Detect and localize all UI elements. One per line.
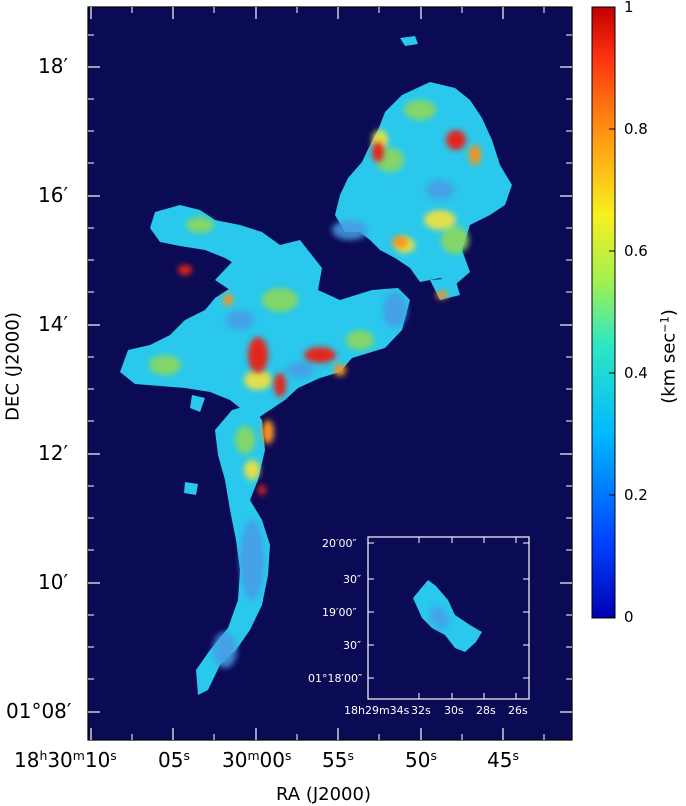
y-tick-label: 16′ (38, 183, 68, 207)
inset-x-tick-label: 26s (508, 704, 528, 717)
y-axis-title: DEC (J2000) (2, 312, 24, 421)
inset-y-tick-label: 20′00″ (322, 537, 357, 550)
colorbar-tick-label: 0.2 (624, 486, 648, 504)
inset-y-tick-label: 30″ (343, 639, 362, 652)
x-tick-label: 30m00s (222, 748, 292, 772)
x-tick-label: 55s (322, 748, 354, 772)
x-tick-label: 05s (158, 748, 190, 772)
x-axis-title: RA (J2000) (276, 784, 371, 805)
colorbar (591, 6, 616, 619)
colorbar-tick-label: 0 (624, 608, 634, 626)
colorbar-tick-label: 1 (624, 0, 634, 16)
inset-x-tick-label: 30s (444, 704, 464, 717)
y-tick-label: 12′ (38, 441, 68, 465)
inset-x-tick-label: 32s (411, 704, 431, 717)
inset-y-tick-label: 19′00″ (322, 606, 357, 619)
x-tick-label: 45s (487, 748, 519, 772)
map-frame (87, 6, 573, 741)
y-tick-label: 01°08′ (6, 699, 72, 723)
colorbar-tick-label: 0.6 (624, 242, 648, 260)
y-tick-label: 18′ (38, 54, 68, 78)
colorbar-title: (km sec−1) (658, 309, 680, 404)
x-tick-label: 50s (405, 748, 437, 772)
y-tick-label: 10′ (38, 570, 68, 594)
inset-y-tick-label: 30″ (343, 573, 362, 586)
inset-y-tick-label: 01°18′00″ (308, 672, 363, 685)
colorbar-ticks (609, 6, 615, 618)
x-tick-label: 18h30m10s (14, 748, 117, 772)
y-tick-label: 14′ (38, 312, 68, 336)
emission-map (120, 36, 530, 700)
colorbar-tick-label: 0.4 (624, 364, 648, 382)
colorbar-tick-label: 0.8 (624, 120, 648, 138)
inset-x-tick-label: 28s (476, 704, 496, 717)
map-ticks (88, 7, 572, 740)
map-minor-ticks (88, 7, 572, 740)
inset-x-tick-label: 18h29m34s (344, 704, 410, 717)
